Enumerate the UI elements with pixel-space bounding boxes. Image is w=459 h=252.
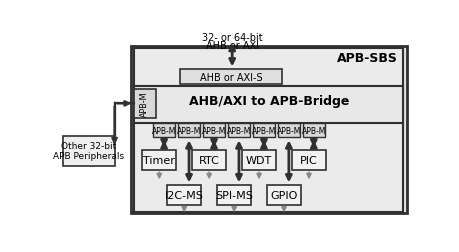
FancyBboxPatch shape: [217, 185, 251, 205]
FancyBboxPatch shape: [153, 123, 175, 138]
FancyBboxPatch shape: [134, 49, 403, 212]
Text: Other 32-bit
APB Peripherals: Other 32-bit APB Peripherals: [53, 141, 124, 161]
FancyBboxPatch shape: [291, 150, 325, 170]
FancyBboxPatch shape: [267, 185, 300, 205]
Text: RTC: RTC: [198, 155, 219, 165]
FancyBboxPatch shape: [241, 150, 275, 170]
FancyBboxPatch shape: [192, 150, 226, 170]
Text: APB-SBS: APB-SBS: [336, 52, 397, 65]
Text: APB-M: APB-M: [176, 126, 201, 135]
FancyBboxPatch shape: [252, 123, 274, 138]
FancyBboxPatch shape: [130, 47, 406, 214]
Text: WDT: WDT: [246, 155, 272, 165]
Text: Timer: Timer: [143, 155, 175, 165]
Text: I2C-MS: I2C-MS: [164, 190, 203, 200]
Text: PIC: PIC: [299, 155, 317, 165]
Text: AHB or AXI-S: AHB or AXI-S: [200, 72, 262, 82]
FancyBboxPatch shape: [134, 89, 155, 118]
FancyBboxPatch shape: [134, 86, 403, 123]
Text: APB-M: APB-M: [251, 126, 275, 135]
FancyBboxPatch shape: [142, 150, 176, 170]
Text: APB-M: APB-M: [151, 126, 176, 135]
FancyBboxPatch shape: [178, 123, 200, 138]
FancyBboxPatch shape: [302, 123, 324, 138]
FancyBboxPatch shape: [63, 136, 114, 166]
FancyBboxPatch shape: [277, 123, 299, 138]
Text: APB-M: APB-M: [140, 91, 149, 117]
Text: 32- or 64-bit: 32- or 64-bit: [202, 33, 262, 43]
Text: APB-M: APB-M: [226, 126, 251, 135]
Text: AHB or AXI: AHB or AXI: [205, 41, 258, 51]
Text: SPI-MS: SPI-MS: [215, 190, 252, 200]
Text: APB-M: APB-M: [301, 126, 325, 135]
Text: APB-M: APB-M: [276, 126, 300, 135]
FancyBboxPatch shape: [202, 123, 224, 138]
Text: AHB/AXI to APB-Bridge: AHB/AXI to APB-Bridge: [188, 94, 348, 108]
FancyBboxPatch shape: [180, 70, 281, 85]
FancyBboxPatch shape: [227, 123, 250, 138]
Text: GPIO: GPIO: [270, 190, 297, 200]
Text: APB-M: APB-M: [202, 126, 226, 135]
FancyBboxPatch shape: [167, 185, 201, 205]
